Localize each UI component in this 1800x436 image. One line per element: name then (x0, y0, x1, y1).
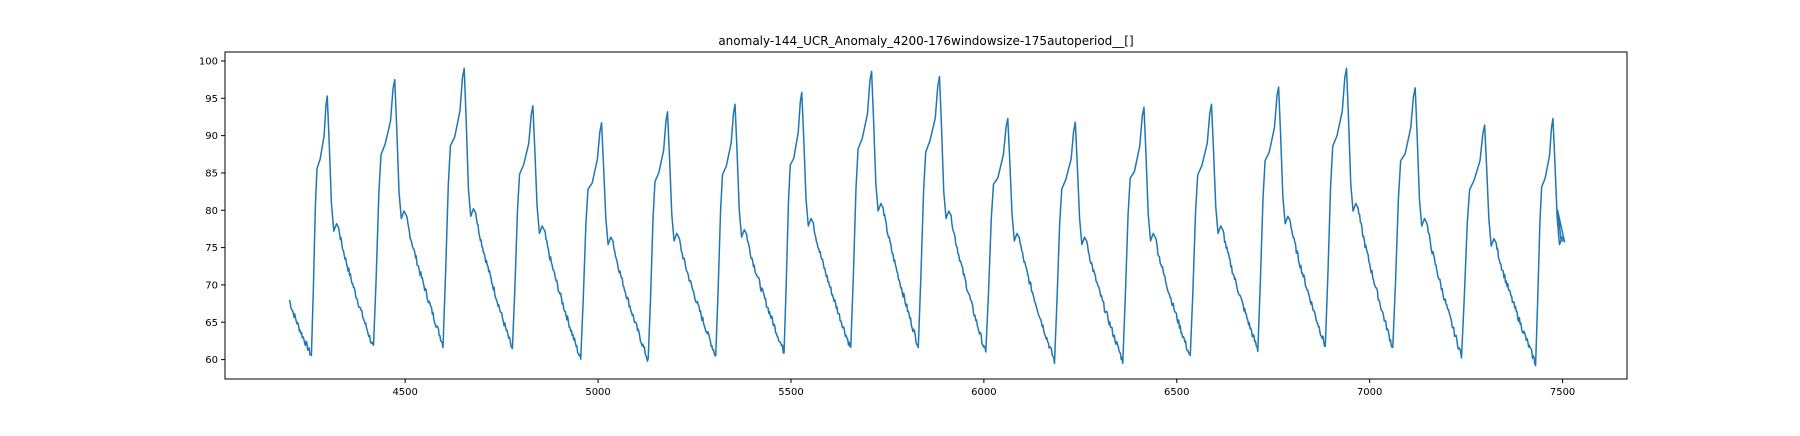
data-series-line (288, 67, 1566, 367)
plot-area (288, 67, 1566, 367)
axes: 4500 5000 5500 6000 6500 7000 7500 60 65 70 75 80 85… (199, 51, 1628, 398)
y-tick-label: 65 (205, 318, 218, 329)
y-tick-label: 95 (205, 94, 218, 105)
x-tick-label: 4500 (392, 387, 417, 398)
y-tick-label: 100 (199, 56, 218, 67)
y-tick-label: 60 (205, 355, 218, 366)
chart-title: anomaly-144_UCR_Anomaly_4200-176windowsi… (718, 34, 1133, 48)
plot-frame (224, 51, 1628, 380)
y-tick-label: 75 (205, 243, 218, 254)
x-tick-label: 6500 (1164, 387, 1189, 398)
y-tick-label: 90 (205, 131, 218, 142)
x-tick-label: 5500 (778, 387, 803, 398)
y-tick-label: 70 (205, 280, 218, 291)
y-tick-label: 80 (205, 206, 218, 217)
x-tick-label: 7000 (1357, 387, 1382, 398)
x-tick-label: 7500 (1550, 387, 1575, 398)
x-tick-label: 6000 (971, 387, 996, 398)
x-tick-label: 5000 (585, 387, 610, 398)
y-tick-label: 85 (205, 168, 218, 179)
